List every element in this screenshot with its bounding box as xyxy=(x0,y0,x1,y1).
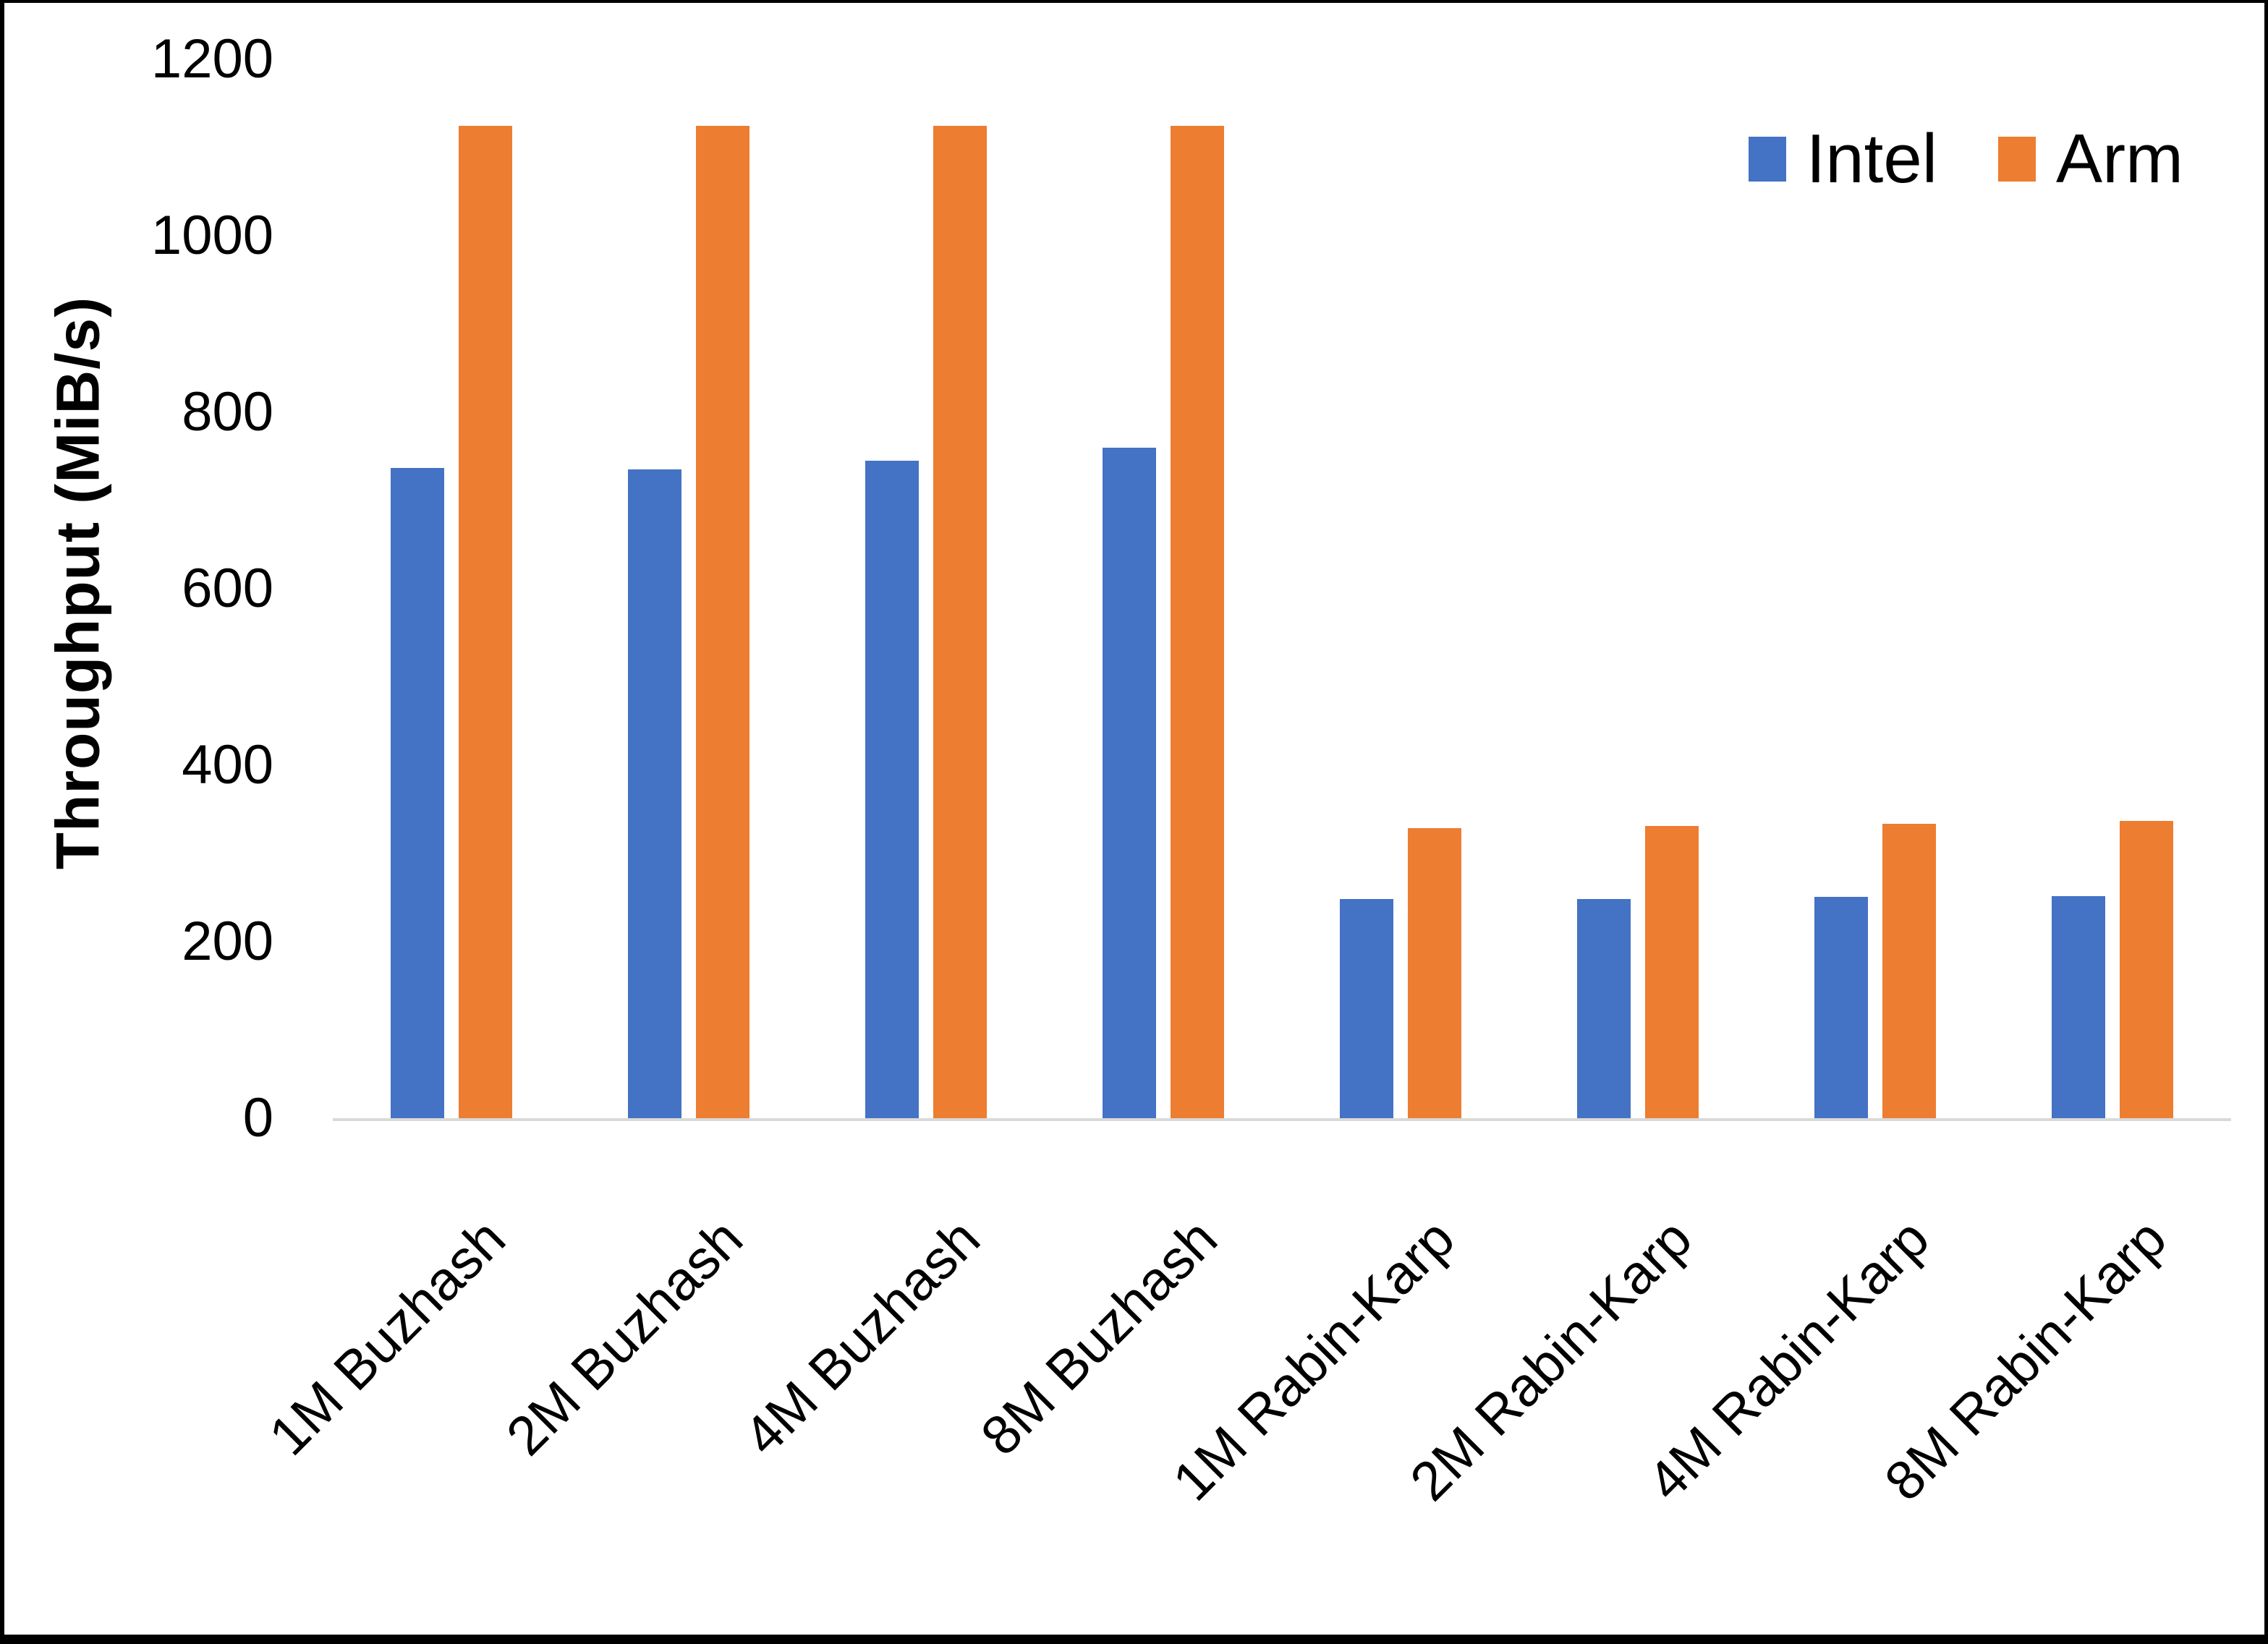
legend-label-arm: Arm xyxy=(2056,120,2183,197)
bar-arm-8m-buzhash xyxy=(1171,125,1224,1118)
x-category-label-8m-buzhash: 8M Buzhash xyxy=(969,1207,1229,1468)
bar-intel-2m-rabin-karp xyxy=(1577,899,1631,1118)
legend-label-intel: Intel xyxy=(1806,120,1938,197)
bar-arm-1m-rabin-karp xyxy=(1408,827,1461,1118)
x-category-label-1m-rabin-karp: 1M Rabin-Karp xyxy=(1161,1207,1466,1513)
bar-intel-4m-rabin-karp xyxy=(1814,896,1868,1118)
y-tick-label-400: 400 xyxy=(182,734,273,796)
bar-intel-2m-buzhash xyxy=(628,469,681,1118)
legend-item-arm: Arm xyxy=(1998,124,2183,194)
y-tick-label-800: 800 xyxy=(182,381,273,443)
bar-intel-1m-buzhash xyxy=(391,467,444,1118)
legend-item-intel: Intel xyxy=(1748,120,1938,197)
arm-series-swatch xyxy=(1998,137,2036,182)
bar-arm-2m-rabin-karp xyxy=(1645,826,1699,1118)
intel-series-swatch xyxy=(1748,137,1786,182)
y-tick-label-1000: 1000 xyxy=(150,205,273,266)
x-category-label-1m-buzhash: 1M Buzhash xyxy=(257,1207,517,1468)
bar-arm-4m-buzhash xyxy=(933,125,987,1118)
bar-intel-8m-buzhash xyxy=(1103,447,1156,1118)
bar-arm-2m-buzhash xyxy=(696,125,749,1118)
bar-intel-4m-buzhash xyxy=(865,461,919,1118)
bar-arm-4m-rabin-karp xyxy=(1882,823,1936,1118)
x-category-label-2m-buzhash: 2M Buzhash xyxy=(494,1207,755,1468)
legend: Intel Arm xyxy=(1748,120,2183,197)
y-tick-label-0: 0 xyxy=(242,1087,273,1149)
x-axis-line xyxy=(333,1118,2231,1121)
y-tick-label-200: 200 xyxy=(182,911,273,972)
x-category-label-4m-rabin-karp: 4M Rabin-Karp xyxy=(1636,1207,1941,1513)
y-tick-label-600: 600 xyxy=(182,558,273,619)
x-category-label-8m-rabin-karp: 8M Rabin-Karp xyxy=(1873,1207,2178,1513)
x-category-label-4m-buzhash: 4M Buzhash xyxy=(731,1207,992,1468)
x-category-label-2m-rabin-karp: 2M Rabin-Karp xyxy=(1398,1207,1704,1513)
bar-arm-8m-rabin-karp xyxy=(2120,820,2173,1118)
bar-arm-1m-buzhash xyxy=(459,125,512,1118)
y-tick-label-1200: 1200 xyxy=(150,28,273,90)
bar-intel-8m-rabin-karp xyxy=(2052,895,2105,1118)
bar-intel-1m-rabin-karp xyxy=(1340,899,1393,1118)
